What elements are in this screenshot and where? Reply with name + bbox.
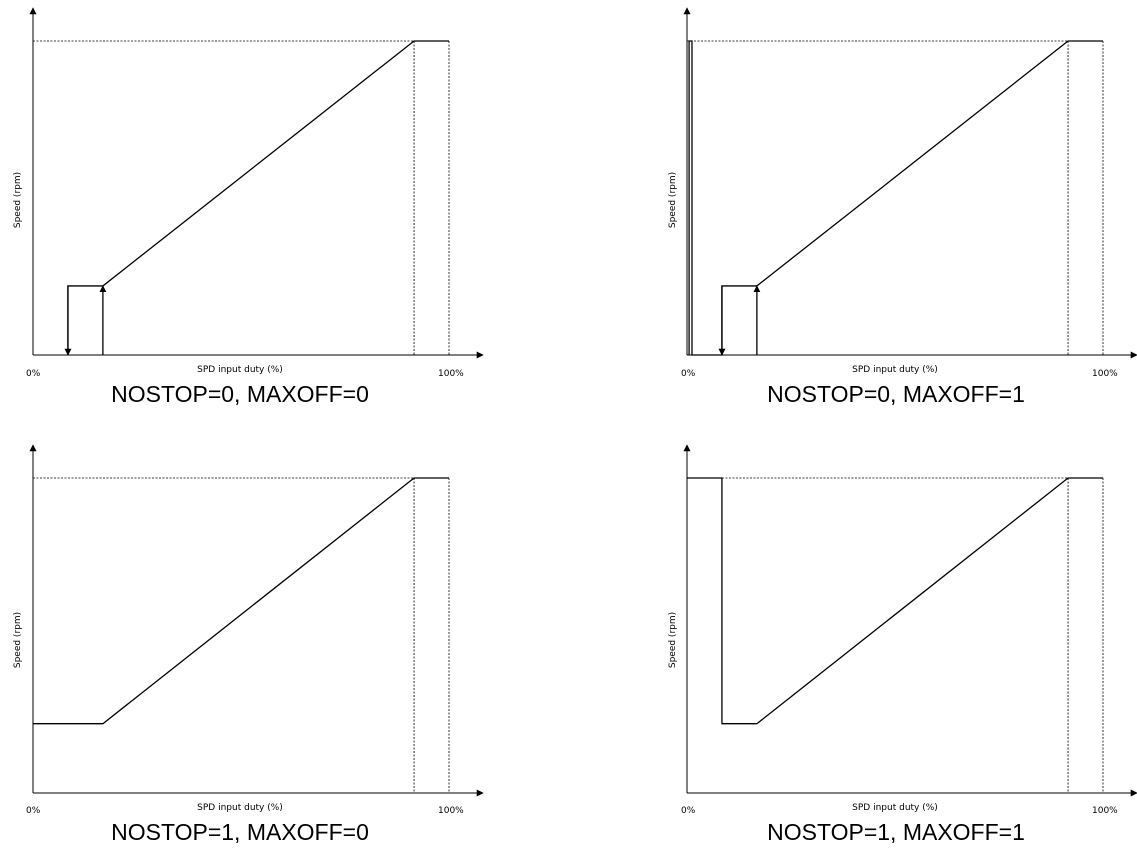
guide-lines [722, 478, 1103, 793]
y-axis-label: Speed (rpm) [13, 172, 23, 228]
chart-caption: NOSTOP=0, MAXOFF=1 [767, 381, 1025, 407]
chart-panel-1: 0% 100% SPD input duty (%) Speed (rpm) N… [13, 8, 483, 407]
chart-panel-2: 0% 100% SPD input duty (%) Speed (rpm) N… [668, 8, 1137, 407]
speed-curve [687, 478, 1103, 724]
chart-caption: NOSTOP=1, MAXOFF=0 [111, 819, 369, 845]
x-tick-label-0: 0% [26, 806, 41, 816]
chart-panel-4: 0% 100% SPD input duty (%) Speed (rpm) N… [668, 445, 1137, 845]
chart-caption: NOSTOP=0, MAXOFF=0 [111, 381, 369, 407]
x-axis-label: SPD input duty (%) [852, 803, 938, 813]
x-tick-label-100: 100% [438, 806, 464, 816]
x-tick-label-0: 0% [26, 369, 41, 379]
transition-arrows [722, 286, 757, 355]
speed-curve [68, 41, 449, 355]
x-tick-label-100: 100% [438, 369, 464, 379]
transition-arrows [68, 286, 103, 355]
x-tick-label-100: 100% [1092, 369, 1118, 379]
guide-lines [33, 41, 449, 355]
x-axis-label: SPD input duty (%) [197, 803, 283, 813]
x-tick-label-100: 100% [1092, 806, 1118, 816]
chart-caption: NOSTOP=1, MAXOFF=1 [767, 819, 1025, 845]
x-tick-label-0: 0% [681, 369, 696, 379]
y-axis-label: Speed (rpm) [668, 172, 678, 228]
guide-lines [687, 41, 1103, 355]
chart-panel-3: 0% 100% SPD input duty (%) Speed (rpm) N… [13, 445, 483, 845]
y-axis-label: Speed (rpm) [13, 612, 23, 668]
x-tick-label-0: 0% [681, 806, 696, 816]
guide-lines [33, 478, 449, 793]
speed-curve [33, 478, 449, 724]
y-axis-label: Speed (rpm) [668, 612, 678, 668]
x-axis-label: SPD input duty (%) [197, 365, 283, 375]
speed-curve [689, 41, 1103, 355]
x-axis-label: SPD input duty (%) [852, 365, 938, 375]
